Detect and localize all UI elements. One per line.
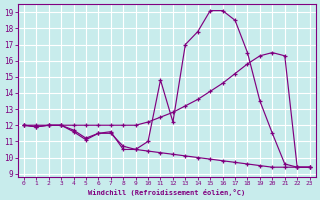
X-axis label: Windchill (Refroidissement éolien,°C): Windchill (Refroidissement éolien,°C) <box>88 189 245 196</box>
